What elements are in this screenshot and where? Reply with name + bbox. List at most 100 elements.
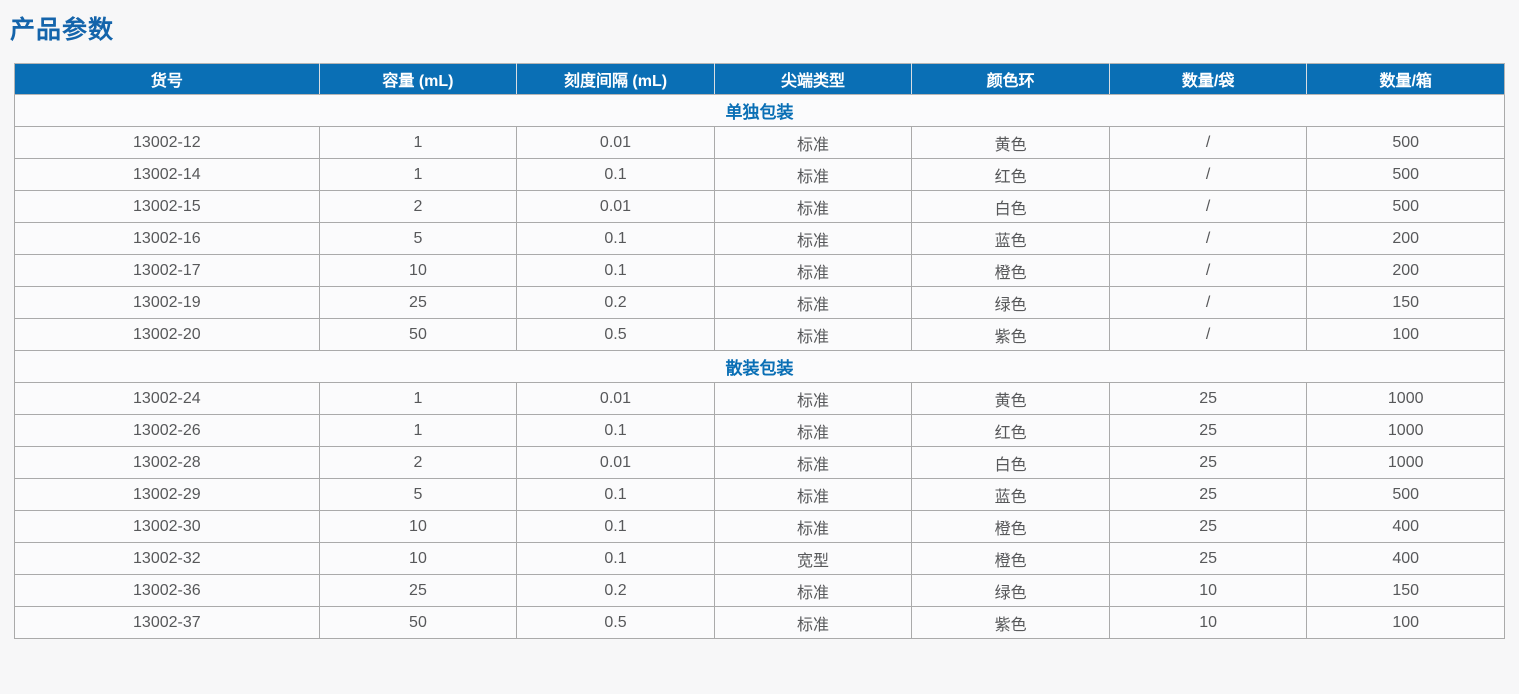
cell-graduation: 0.1 — [516, 542, 715, 575]
product-parameters-table: 货号 容量 (mL) 刻度间隔 (mL) 尖端类型 颜色环 数量/袋 数量/箱 … — [14, 63, 1505, 639]
cell-qty-per-bag: / — [1108, 158, 1308, 191]
cell-capacity: 10 — [318, 510, 518, 543]
cell-graduation: 0.1 — [516, 510, 715, 543]
cell-capacity: 25 — [318, 574, 518, 607]
cell-tip-type: 标准 — [713, 190, 913, 223]
cell-tip-type: 标准 — [713, 254, 913, 287]
cell-qty-per-bag: 10 — [1108, 606, 1308, 639]
cell-color-ring: 蓝色 — [911, 222, 1110, 255]
table-row: 13002-15 2 0.01 标准 白色/500 — [14, 190, 1505, 223]
cell-capacity: 5 — [318, 222, 518, 255]
cell-color-ring: 橙色 — [911, 254, 1110, 287]
section-header-row: 散装包装 — [14, 350, 1505, 383]
cell-graduation: 0.1 — [516, 158, 715, 191]
cell-qty-per-case: 400 — [1306, 510, 1505, 543]
cell-qty-per-case: 100 — [1306, 318, 1505, 351]
column-header-capacity: 容量 (mL) — [318, 63, 518, 95]
table-row: 13002-29 5 0.1 标准 蓝色 25 500 — [14, 478, 1505, 511]
cell-qty-per-case: 500 — [1306, 126, 1505, 159]
cell-qty-per-case: 100 — [1306, 606, 1505, 639]
table-row: 13002-20 50 0.5 标准 紫色/100 — [14, 318, 1505, 351]
column-header-item-no: 货号 — [14, 63, 320, 95]
cell-tip-type: 标准 — [713, 414, 913, 447]
cell-qty-per-bag: / — [1108, 286, 1308, 319]
cell-capacity: 2 — [318, 446, 518, 479]
cell-color-ring: 绿色 — [911, 286, 1110, 319]
cell-color-ring: 紫色 — [911, 606, 1110, 639]
cell-qty-per-case: 400 — [1306, 542, 1505, 575]
table-body: 单独包装 13002-12 1 0.01 标准 黄色/500 13002-14 1 0.1 标准红… — [14, 94, 1505, 639]
cell-color-ring: 绿色 — [911, 574, 1110, 607]
cell-item-no: 13002-32 — [14, 542, 320, 575]
cell-tip-type: 标准 — [713, 158, 913, 191]
cell-color-ring: 黄色 — [911, 382, 1110, 415]
cell-capacity: 1 — [318, 382, 518, 415]
table-row: 13002-14 1 0.1 标准 红色/500 — [14, 158, 1505, 191]
cell-tip-type: 标准 — [713, 382, 913, 415]
table-header: 货号 容量 (mL) 刻度间隔 (mL) 尖端类型 颜色环 数量/袋 数量/箱 — [14, 63, 1505, 95]
cell-qty-per-bag: / — [1108, 222, 1308, 255]
cell-qty-per-case: 1000 — [1306, 382, 1505, 415]
table-row: 13002-36 25 0.2 标准 绿色 10 150 — [14, 574, 1505, 607]
cell-graduation: 0.5 — [516, 606, 715, 639]
cell-graduation: 0.1 — [516, 222, 715, 255]
cell-color-ring: 红色 — [911, 414, 1110, 447]
cell-tip-type: 标准 — [713, 574, 913, 607]
cell-qty-per-case: 150 — [1306, 286, 1505, 319]
cell-capacity: 50 — [318, 606, 518, 639]
cell-tip-type: 标准 — [713, 606, 913, 639]
cell-item-no: 13002-15 — [14, 190, 320, 223]
cell-qty-per-bag: 10 — [1108, 574, 1308, 607]
cell-item-no: 13002-30 — [14, 510, 320, 543]
table-row: 13002-24 1 0.01 标准 黄色 25 1000 — [14, 382, 1505, 415]
cell-graduation: 0.1 — [516, 414, 715, 447]
cell-item-no: 13002-12 — [14, 126, 320, 159]
cell-graduation: 0.01 — [516, 446, 715, 479]
cell-qty-per-case: 1000 — [1306, 414, 1505, 447]
cell-item-no: 13002-36 — [14, 574, 320, 607]
table-row: 13002-26 1 0.1 标准 红色 25 1000 — [14, 414, 1505, 447]
cell-item-no: 13002-29 — [14, 478, 320, 511]
cell-qty-per-case: 200 — [1306, 254, 1505, 287]
cell-graduation: 0.1 — [516, 254, 715, 287]
cell-color-ring: 黄色 — [911, 126, 1110, 159]
cell-qty-per-case: 500 — [1306, 158, 1505, 191]
table-row: 13002-32 10 0.1 宽型 橙色 25 400 — [14, 542, 1505, 575]
cell-qty-per-bag: / — [1108, 190, 1308, 223]
cell-capacity: 1 — [318, 414, 518, 447]
cell-capacity: 50 — [318, 318, 518, 351]
cell-qty-per-bag: / — [1108, 254, 1308, 287]
cell-qty-per-case: 500 — [1306, 190, 1505, 223]
cell-item-no: 13002-17 — [14, 254, 320, 287]
cell-tip-type: 标准 — [713, 126, 913, 159]
column-header-graduation: 刻度间隔 (mL) — [516, 63, 715, 95]
section-header-row: 单独包装 — [14, 94, 1505, 127]
cell-tip-type: 标准 — [713, 446, 913, 479]
cell-qty-per-bag: 25 — [1108, 542, 1308, 575]
table-row: 13002-30 10 0.1 标准 橙色 25 400 — [14, 510, 1505, 543]
cell-graduation: 0.2 — [516, 574, 715, 607]
table-row: 13002-12 1 0.01 标准 黄色/500 — [14, 126, 1505, 159]
cell-tip-type: 宽型 — [713, 542, 913, 575]
cell-qty-per-bag: 25 — [1108, 382, 1308, 415]
cell-item-no: 13002-26 — [14, 414, 320, 447]
cell-qty-per-bag: 25 — [1108, 510, 1308, 543]
cell-tip-type: 标准 — [713, 222, 913, 255]
cell-tip-type: 标准 — [713, 510, 913, 543]
column-header-qty-per-bag: 数量/袋 — [1108, 63, 1308, 95]
header-row: 货号 容量 (mL) 刻度间隔 (mL) 尖端类型 颜色环 数量/袋 数量/箱 — [14, 63, 1505, 95]
cell-color-ring: 白色 — [911, 446, 1110, 479]
cell-capacity: 1 — [318, 158, 518, 191]
table-row: 13002-37 50 0.5 标准 紫色 10 100 — [14, 606, 1505, 639]
cell-graduation: 0.01 — [516, 126, 715, 159]
cell-graduation: 0.5 — [516, 318, 715, 351]
cell-qty-per-case: 500 — [1306, 478, 1505, 511]
cell-color-ring: 白色 — [911, 190, 1110, 223]
table-row: 13002-16 5 0.1 标准 蓝色/200 — [14, 222, 1505, 255]
cell-qty-per-bag: 25 — [1108, 478, 1308, 511]
column-header-qty-per-case: 数量/箱 — [1306, 63, 1505, 95]
cell-qty-per-bag: 25 — [1108, 414, 1308, 447]
column-header-color-ring: 颜色环 — [911, 63, 1110, 95]
cell-graduation: 0.01 — [516, 382, 715, 415]
